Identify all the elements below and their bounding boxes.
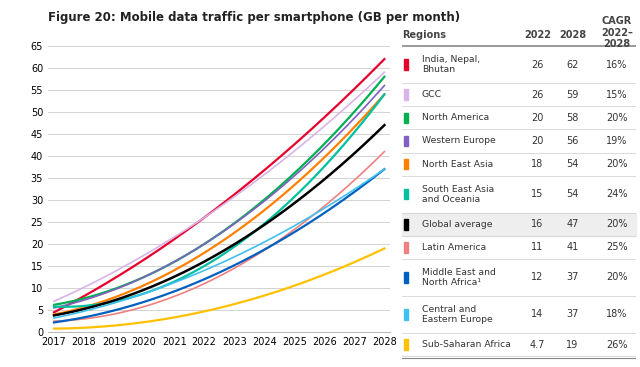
Bar — [404, 113, 408, 123]
Text: 19: 19 — [566, 339, 579, 350]
Bar — [404, 136, 408, 146]
Text: 20: 20 — [531, 136, 543, 146]
Bar — [404, 59, 408, 70]
Text: 54: 54 — [566, 159, 579, 169]
Text: Western Europe: Western Europe — [422, 137, 495, 145]
Text: 37: 37 — [566, 309, 579, 320]
Bar — [404, 339, 408, 350]
Text: Central and
Eastern Europe: Central and Eastern Europe — [422, 305, 493, 324]
Text: 20%: 20% — [606, 219, 628, 229]
Text: GCC: GCC — [422, 90, 442, 99]
Bar — [404, 159, 408, 170]
Text: 20%: 20% — [606, 113, 628, 123]
Text: 59: 59 — [566, 90, 579, 100]
Text: 18: 18 — [531, 159, 543, 169]
Text: CAGR
2022–
2028: CAGR 2022– 2028 — [601, 16, 633, 49]
Text: 12: 12 — [531, 272, 543, 283]
Text: 41: 41 — [566, 242, 579, 252]
Text: 24%: 24% — [606, 189, 628, 199]
Text: 15: 15 — [531, 189, 543, 199]
Text: 20%: 20% — [606, 272, 628, 283]
Text: 26: 26 — [531, 90, 543, 100]
Bar — [404, 309, 408, 320]
Bar — [404, 242, 408, 252]
Text: Regions: Regions — [402, 30, 446, 40]
Text: 20: 20 — [531, 113, 543, 123]
Text: India, Nepal,
Bhutan: India, Nepal, Bhutan — [422, 55, 480, 74]
Text: 47: 47 — [566, 219, 579, 229]
Text: South East Asia
and Oceania: South East Asia and Oceania — [422, 185, 494, 204]
Text: 58: 58 — [566, 113, 579, 123]
Text: 62: 62 — [566, 59, 579, 70]
Text: 37: 37 — [566, 272, 579, 283]
Text: 2028: 2028 — [559, 30, 586, 40]
Bar — [404, 189, 408, 199]
Text: 19%: 19% — [606, 136, 627, 146]
Text: 11: 11 — [531, 242, 543, 252]
Text: 18%: 18% — [606, 309, 627, 320]
Text: 15%: 15% — [606, 90, 628, 100]
Text: 14: 14 — [531, 309, 543, 320]
Text: Middle East and
North Africa¹: Middle East and North Africa¹ — [422, 268, 495, 287]
Bar — [404, 219, 408, 229]
Text: North East Asia: North East Asia — [422, 160, 493, 168]
Text: Sub-Saharan Africa: Sub-Saharan Africa — [422, 340, 511, 349]
Text: 2022: 2022 — [524, 30, 551, 40]
Text: 25%: 25% — [606, 242, 628, 252]
Bar — [404, 90, 408, 100]
Text: 20%: 20% — [606, 159, 628, 169]
Text: 26: 26 — [531, 59, 543, 70]
Text: Latin America: Latin America — [422, 243, 486, 252]
Text: Global average: Global average — [422, 220, 492, 229]
Text: North America: North America — [422, 113, 489, 122]
Bar — [402, 213, 636, 236]
Bar — [404, 272, 408, 283]
Text: 4.7: 4.7 — [530, 339, 545, 350]
Text: 16%: 16% — [606, 59, 627, 70]
Text: 16: 16 — [531, 219, 543, 229]
Text: 56: 56 — [566, 136, 579, 146]
Text: 54: 54 — [566, 189, 579, 199]
Text: Figure 20: Mobile data traffic per smartphone (GB per month): Figure 20: Mobile data traffic per smart… — [48, 11, 460, 24]
Text: 26%: 26% — [606, 339, 628, 350]
